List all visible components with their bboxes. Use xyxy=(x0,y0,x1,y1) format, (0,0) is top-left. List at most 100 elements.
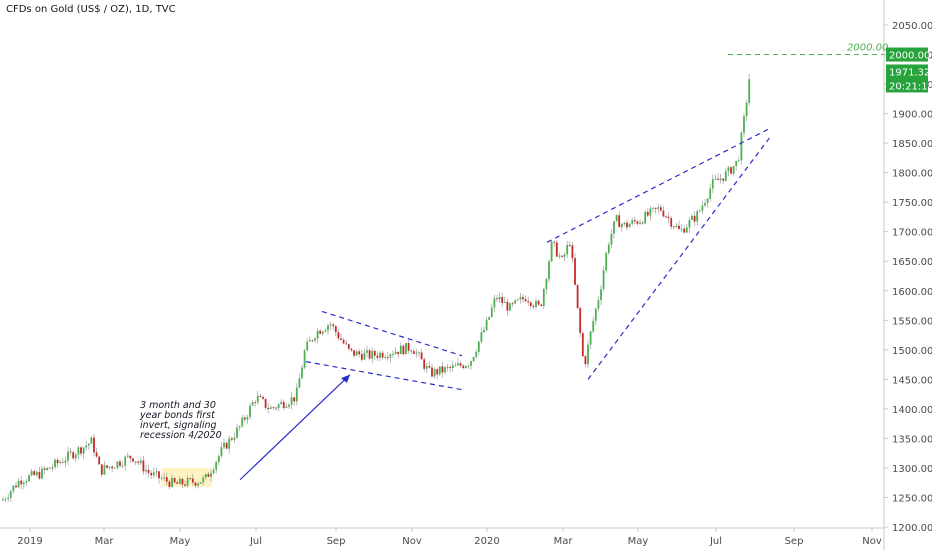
candle-body xyxy=(714,178,717,180)
candle-body xyxy=(15,485,17,488)
candle-body xyxy=(475,351,478,357)
candle-body xyxy=(290,397,293,405)
candle-body xyxy=(82,447,85,454)
candle-body xyxy=(176,482,179,484)
candle-body xyxy=(626,222,628,228)
time-tick-label: May xyxy=(628,536,649,547)
target-badge xyxy=(886,47,928,62)
candle-body xyxy=(740,132,743,161)
candle-body xyxy=(241,417,244,427)
candle-body xyxy=(103,465,106,475)
trend-line[interactable] xyxy=(321,310,463,357)
candle-body xyxy=(628,224,631,228)
candle-body xyxy=(652,207,654,209)
candle-body xyxy=(566,244,569,255)
trend-arrow-head xyxy=(341,374,350,383)
price-tick-label: 1750.00 xyxy=(892,198,932,209)
candle-body xyxy=(116,461,119,468)
candle-body xyxy=(693,215,696,222)
candle-body xyxy=(12,485,15,492)
candle-body xyxy=(579,307,582,334)
price-tick-label: 1300.00 xyxy=(892,464,932,475)
annotation-text: year bonds first xyxy=(139,410,216,421)
candle-body xyxy=(230,438,233,440)
candle-body xyxy=(490,307,493,317)
time-tick-label: 2020 xyxy=(474,536,499,547)
candle-body xyxy=(732,165,735,174)
candle-body xyxy=(399,345,402,355)
candle-body xyxy=(394,351,397,354)
candle-body xyxy=(665,216,667,218)
price-tick-label: 1850.00 xyxy=(892,139,932,150)
time-tick-label: May xyxy=(170,536,191,547)
candle-body xyxy=(293,397,296,402)
trend-arrow[interactable] xyxy=(239,374,351,481)
trend-line[interactable] xyxy=(305,361,465,391)
candle-body xyxy=(659,207,662,211)
candle-body xyxy=(488,316,491,320)
price-tick-label: 2050.00 xyxy=(892,21,932,32)
candle-body xyxy=(410,350,413,352)
price-tick-label: 1200.00 xyxy=(892,523,932,534)
target-label: 2000.00 xyxy=(847,43,888,54)
candle-body xyxy=(581,333,584,357)
candle-body xyxy=(181,478,184,485)
candle-body xyxy=(303,350,306,368)
candle-body xyxy=(22,482,25,485)
symbol-title: CFDs on Gold (US$ / OZ), 1D, TVC xyxy=(6,4,176,15)
candle-body xyxy=(202,477,205,483)
candle-body xyxy=(269,407,272,409)
candle-body xyxy=(145,469,147,472)
candle-body xyxy=(597,300,600,309)
price-tick-label: 1900.00 xyxy=(892,110,932,121)
trend-line[interactable] xyxy=(546,127,771,243)
candle-body xyxy=(451,365,454,369)
candle-body xyxy=(171,477,173,487)
candle-body xyxy=(277,404,280,409)
candle-body xyxy=(51,467,54,469)
candle-body xyxy=(449,367,452,369)
candle-body xyxy=(704,203,706,206)
candle-body xyxy=(415,352,418,354)
candle-body xyxy=(165,477,168,482)
candle-body xyxy=(251,402,254,406)
candle-body xyxy=(446,367,449,368)
candle-body xyxy=(389,354,392,358)
last-price-badge xyxy=(886,64,928,93)
candle-body xyxy=(433,369,436,377)
annotation-text: invert, signaling xyxy=(140,420,217,431)
trend-line[interactable] xyxy=(587,136,771,380)
candle-body xyxy=(631,220,634,225)
countdown-label: 20:21:18 xyxy=(889,81,932,92)
time-tick-label: Jul xyxy=(709,536,722,547)
candle-body xyxy=(613,221,615,234)
candle-body xyxy=(225,442,228,449)
candle-body xyxy=(550,241,553,262)
candle-body xyxy=(657,207,660,209)
candle-body xyxy=(139,460,142,463)
candle-body xyxy=(69,451,72,453)
candle-body xyxy=(93,437,95,453)
candle-body xyxy=(620,224,623,228)
candle-body xyxy=(618,215,621,228)
candle-body xyxy=(592,320,595,332)
candle-body xyxy=(95,452,98,457)
candle-body xyxy=(594,308,597,321)
candle-body xyxy=(503,301,506,304)
candle-body xyxy=(683,228,686,233)
candle-body xyxy=(574,258,576,285)
candle-body xyxy=(48,467,51,469)
candle-body xyxy=(431,367,433,377)
candle-body xyxy=(459,363,462,366)
candle-body xyxy=(641,222,644,224)
candle-body xyxy=(98,456,101,465)
candle-body xyxy=(129,455,132,459)
candle-body xyxy=(134,461,137,463)
candle-body xyxy=(584,356,587,365)
candle-body xyxy=(54,459,56,468)
candle-body xyxy=(522,297,524,300)
candle-body xyxy=(233,437,236,440)
candle-body xyxy=(696,211,699,222)
